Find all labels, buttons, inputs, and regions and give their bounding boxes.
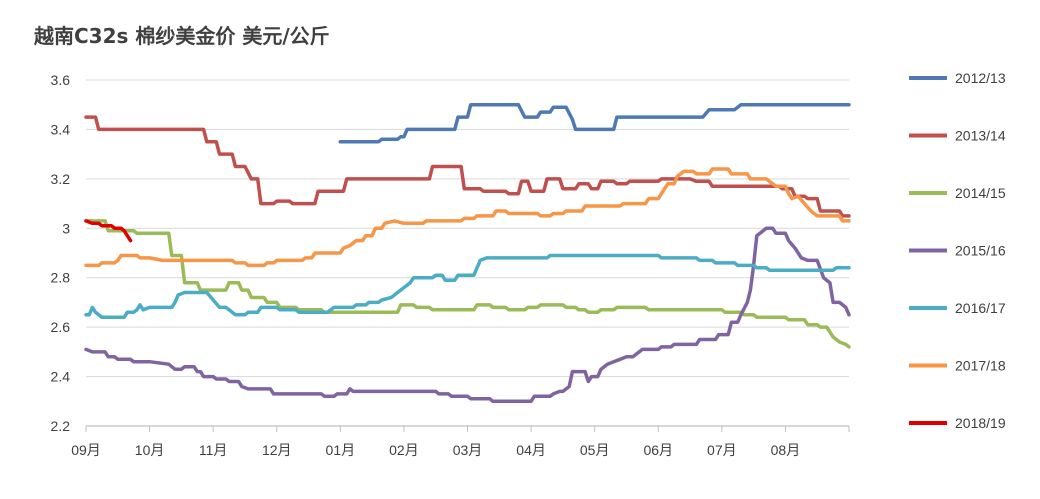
legend-label: 2018/19: [955, 415, 1006, 431]
y-tick-label: 3: [62, 220, 70, 236]
y-axis-ticks: 2.2 2.4 2.6 2.8 3 3.2 3.4 3.6: [51, 72, 71, 434]
series-line-2013-14: [84, 115, 851, 218]
legend-label: 2014/15: [955, 185, 1006, 201]
legend-label: 2016/17: [955, 300, 1006, 316]
x-tick-label: 01月: [326, 442, 356, 458]
x-tick-label: 10月: [135, 442, 165, 458]
x-tick-label: 08月: [771, 442, 801, 458]
x-tick-label: 03月: [453, 442, 483, 458]
y-tick-label: 2.8: [51, 270, 71, 286]
x-axis: 09月 10月 11月 12月 01月 02月 03月 04月 05月 06月 07月 08月: [71, 425, 850, 458]
legend-label: 2012/13: [955, 70, 1006, 86]
x-tick-label: 02月: [389, 442, 419, 458]
series-line-2014-15: [84, 219, 851, 349]
x-tick-label: 04月: [516, 442, 546, 458]
y-tick-label: 3.2: [51, 171, 71, 187]
x-tick-label: 07月: [707, 442, 737, 458]
y-tick-label: 2.2: [51, 418, 71, 434]
series-line-2017-18: [84, 167, 851, 268]
grid-layer: [86, 79, 849, 378]
series-line-2012-13: [338, 102, 851, 144]
legend-label: 2015/16: [955, 243, 1006, 259]
x-tick-label: 09月: [71, 442, 101, 458]
series-line-2016-17: [84, 253, 851, 320]
y-tick-label: 3.6: [51, 72, 71, 88]
series-layer: [84, 102, 851, 404]
x-tick-label: 12月: [262, 442, 292, 458]
legend-label: 2017/18: [955, 358, 1006, 374]
series-line-2015-16: [84, 226, 851, 404]
legend-label: 2013/14: [955, 128, 1006, 144]
chart-title: 越南C32s 棉纱美金价 美元/公斤: [34, 24, 330, 48]
series-line-2018-19: [84, 219, 133, 243]
x-tick-label: 05月: [580, 442, 610, 458]
y-tick-label: 2.4: [51, 369, 71, 385]
y-tick-label: 3.4: [51, 121, 71, 137]
x-tick-label: 06月: [643, 442, 673, 458]
legend: 2012/13 2013/14 2014/15 2015/16 2016/17 2017/…: [909, 70, 1006, 431]
y-tick-label: 2.6: [51, 319, 71, 335]
x-tick-label: 11月: [199, 442, 228, 458]
